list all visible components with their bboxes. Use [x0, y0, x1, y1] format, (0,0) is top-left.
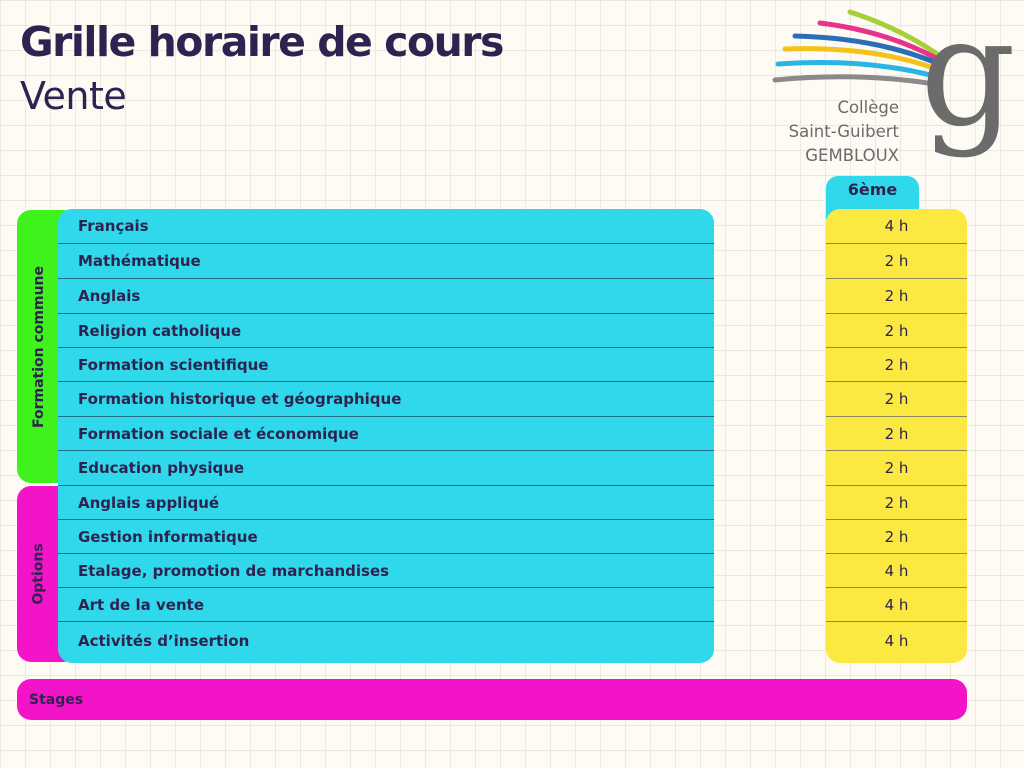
hours-cell: 2 h: [884, 252, 909, 270]
table-row: Activités d’insertion: [58, 622, 714, 660]
column-header-label: 6ème: [847, 180, 898, 199]
table-row: Français: [58, 209, 714, 244]
hours-cell: 2 h: [884, 527, 909, 546]
subject-cell: Activités d’insertion: [78, 632, 250, 650]
table-row: Education physique: [58, 451, 714, 486]
subjects-table: Français Mathématique Anglais Religion c…: [58, 209, 714, 663]
subject-cell: Anglais appliqué: [78, 493, 220, 512]
table-row: Art de la vente: [58, 588, 714, 622]
hours-row: 2 h: [826, 486, 967, 520]
hours-row: 2 h: [826, 314, 967, 348]
hours-row: 4 h: [826, 554, 967, 588]
table-row: Formation sociale et économique: [58, 417, 714, 451]
hours-row: 4 h: [826, 209, 967, 244]
table-row: Anglais appliqué: [58, 486, 714, 520]
hours-cell: 2 h: [884, 287, 909, 305]
hours-cell: 4 h: [884, 595, 909, 614]
table-row: Formation historique et géographique: [58, 382, 714, 417]
hours-row: 2 h: [826, 244, 967, 279]
college-logo: g Collège Saint-Guibert GEMBLOUX: [770, 0, 1016, 186]
table-row: Religion catholique: [58, 314, 714, 348]
table-row: Etalage, promotion de marchandises: [58, 554, 714, 588]
table-row: Gestion informatique: [58, 520, 714, 554]
stages-label: Stages: [29, 691, 84, 708]
hours-cell: 2 h: [884, 321, 909, 340]
subject-cell: Formation scientifique: [78, 355, 269, 374]
subject-cell: Gestion informatique: [78, 527, 258, 546]
subject-cell: Français: [78, 217, 149, 235]
table-row: Formation scientifique: [58, 348, 714, 382]
hours-row: 2 h: [826, 520, 967, 554]
formation-commune-label: Formation commune: [31, 265, 47, 428]
subject-cell: Mathématique: [78, 252, 201, 270]
table-row: Anglais: [58, 279, 714, 314]
hours-row: 2 h: [826, 348, 967, 382]
subject-cell: Art de la vente: [78, 595, 204, 614]
hours-row: 4 h: [826, 588, 967, 622]
subject-cell: Formation historique et géographique: [78, 390, 402, 408]
hours-row: 4 h: [826, 622, 967, 660]
hours-column: 4 h 2 h 2 h 2 h 2 h 2 h 2 h 2 h 2 h 2 h …: [826, 209, 967, 663]
hours-cell: 4 h: [884, 561, 909, 580]
stages-bar: Stages: [17, 679, 967, 720]
table-row: Mathématique: [58, 244, 714, 279]
subject-cell: Etalage, promotion de marchandises: [78, 561, 390, 580]
hours-row: 2 h: [826, 279, 967, 314]
hours-cell: 2 h: [884, 424, 909, 443]
hours-cell: 2 h: [884, 390, 909, 408]
hours-cell: 2 h: [884, 459, 909, 477]
logo-text: Collège Saint-Guibert GEMBLOUX: [789, 96, 899, 168]
hours-cell: 2 h: [884, 355, 909, 374]
logo-letter: g: [920, 0, 1017, 160]
subject-cell: Formation sociale et économique: [78, 424, 359, 443]
subject-cell: Education physique: [78, 459, 245, 477]
subject-cell: Anglais: [78, 287, 141, 305]
hours-cell: 4 h: [884, 217, 909, 235]
options-label: Options: [31, 543, 47, 605]
subject-cell: Religion catholique: [78, 321, 242, 340]
hours-row: 2 h: [826, 382, 967, 417]
hours-cell: 2 h: [884, 493, 909, 512]
page-title: Grille horaire de cours: [20, 18, 504, 66]
logo-line-college: Collège: [837, 98, 899, 117]
page-subtitle: Vente: [20, 74, 127, 118]
hours-row: 2 h: [826, 451, 967, 486]
hours-cell: 4 h: [884, 632, 909, 650]
hours-row: 2 h: [826, 417, 967, 451]
logo-graphic: [772, 9, 943, 87]
logo-line-city: GEMBLOUX: [805, 146, 899, 165]
logo-line-name: Saint-Guibert: [788, 122, 899, 141]
